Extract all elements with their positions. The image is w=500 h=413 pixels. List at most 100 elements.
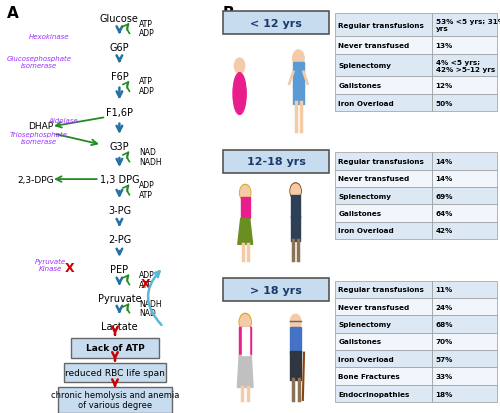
- Text: 13%: 13%: [436, 43, 453, 49]
- Text: ATP: ATP: [139, 19, 153, 28]
- FancyBboxPatch shape: [223, 12, 329, 35]
- FancyBboxPatch shape: [335, 298, 432, 316]
- Text: Pyruvate
Kinase: Pyruvate Kinase: [34, 258, 66, 271]
- FancyBboxPatch shape: [71, 338, 159, 358]
- Bar: [294, 63, 304, 88]
- Text: 18%: 18%: [436, 391, 453, 396]
- Circle shape: [240, 315, 250, 330]
- FancyBboxPatch shape: [64, 363, 166, 382]
- Bar: [291, 195, 300, 218]
- Bar: [296, 216, 300, 242]
- Bar: [242, 327, 248, 356]
- Ellipse shape: [233, 74, 246, 115]
- FancyBboxPatch shape: [335, 14, 432, 37]
- Polygon shape: [238, 219, 252, 245]
- Circle shape: [240, 186, 250, 200]
- Text: Lactate: Lactate: [101, 321, 138, 331]
- Text: Triosephosphate
Isomerase: Triosephosphate Isomerase: [10, 132, 68, 145]
- Text: NADH: NADH: [139, 157, 162, 166]
- Text: Iron Overload: Iron Overload: [338, 100, 394, 106]
- FancyBboxPatch shape: [335, 153, 432, 170]
- FancyBboxPatch shape: [432, 222, 497, 240]
- Text: X: X: [65, 261, 74, 274]
- Text: Regular transfusions: Regular transfusions: [338, 23, 424, 29]
- Text: PEP: PEP: [110, 264, 128, 274]
- Text: Aldolase: Aldolase: [48, 118, 78, 123]
- Bar: [294, 86, 304, 105]
- Text: Gallstones: Gallstones: [338, 211, 382, 216]
- Text: ADP: ADP: [139, 270, 155, 279]
- Text: Regular transfusions: Regular transfusions: [338, 159, 424, 164]
- FancyBboxPatch shape: [432, 37, 497, 55]
- Text: ATP: ATP: [139, 280, 153, 289]
- Text: 70%: 70%: [436, 339, 453, 344]
- FancyBboxPatch shape: [335, 55, 432, 77]
- FancyBboxPatch shape: [335, 333, 432, 350]
- Polygon shape: [238, 356, 253, 387]
- Text: 57%: 57%: [436, 356, 453, 362]
- Bar: [240, 197, 250, 219]
- FancyBboxPatch shape: [335, 222, 432, 240]
- FancyBboxPatch shape: [432, 333, 497, 350]
- FancyBboxPatch shape: [432, 281, 497, 298]
- Bar: [290, 327, 301, 354]
- FancyBboxPatch shape: [335, 170, 432, 188]
- FancyBboxPatch shape: [432, 316, 497, 333]
- Text: A: A: [7, 6, 19, 21]
- Text: G6P: G6P: [110, 43, 129, 52]
- Circle shape: [290, 183, 301, 200]
- Text: chronic hemolysis and anemia
of various degree: chronic hemolysis and anemia of various …: [51, 390, 179, 409]
- Text: < 12 yrs: < 12 yrs: [250, 19, 302, 29]
- FancyBboxPatch shape: [432, 350, 497, 368]
- Text: 68%: 68%: [436, 321, 453, 327]
- Text: G3P: G3P: [110, 142, 129, 152]
- Text: Iron Overload: Iron Overload: [338, 228, 394, 234]
- FancyBboxPatch shape: [335, 281, 432, 298]
- Text: NAD: NAD: [139, 308, 156, 317]
- FancyBboxPatch shape: [335, 37, 432, 55]
- Text: Splenectomy: Splenectomy: [338, 63, 391, 69]
- Text: Splenectomy: Splenectomy: [338, 193, 391, 199]
- FancyBboxPatch shape: [58, 387, 172, 413]
- Text: Regular transfusions: Regular transfusions: [338, 287, 424, 292]
- FancyBboxPatch shape: [335, 77, 432, 95]
- Text: F6P: F6P: [110, 71, 128, 81]
- FancyBboxPatch shape: [432, 77, 497, 95]
- Text: Gallstones: Gallstones: [338, 339, 382, 344]
- FancyBboxPatch shape: [432, 14, 497, 37]
- Circle shape: [292, 51, 304, 68]
- Text: ADP: ADP: [139, 29, 155, 38]
- FancyBboxPatch shape: [432, 188, 497, 205]
- FancyBboxPatch shape: [432, 170, 497, 188]
- Text: F1,6P: F1,6P: [106, 107, 133, 117]
- Circle shape: [290, 314, 301, 330]
- FancyBboxPatch shape: [432, 95, 497, 112]
- Text: ATP: ATP: [139, 190, 153, 199]
- FancyBboxPatch shape: [335, 188, 432, 205]
- Bar: [291, 216, 296, 242]
- Text: X: X: [141, 277, 150, 290]
- FancyBboxPatch shape: [335, 316, 432, 333]
- Text: Splenectomy: Splenectomy: [338, 321, 391, 327]
- FancyBboxPatch shape: [223, 151, 329, 173]
- Text: 69%: 69%: [436, 193, 453, 199]
- Text: 33%: 33%: [436, 373, 453, 379]
- Text: Gallstones: Gallstones: [338, 83, 382, 89]
- Text: 14%: 14%: [436, 159, 453, 164]
- Circle shape: [291, 185, 300, 199]
- Text: Never transfused: Never transfused: [338, 43, 409, 49]
- Bar: [290, 351, 296, 380]
- Text: 3-PG: 3-PG: [108, 206, 131, 216]
- Bar: [239, 327, 251, 356]
- Text: Iron Overload: Iron Overload: [338, 356, 394, 362]
- Text: Glucose: Glucose: [100, 14, 139, 24]
- FancyBboxPatch shape: [335, 350, 432, 368]
- FancyBboxPatch shape: [335, 385, 432, 402]
- Text: 2,3-DPG: 2,3-DPG: [18, 175, 54, 184]
- Text: 53% <5 yrs; 31% >5-12
yrs: 53% <5 yrs; 31% >5-12 yrs: [436, 19, 500, 32]
- Text: 24%: 24%: [436, 304, 453, 310]
- FancyBboxPatch shape: [432, 55, 497, 77]
- Text: 11%: 11%: [436, 287, 453, 292]
- Text: 2-PG: 2-PG: [108, 235, 131, 244]
- Text: reduced RBC life span: reduced RBC life span: [65, 368, 165, 377]
